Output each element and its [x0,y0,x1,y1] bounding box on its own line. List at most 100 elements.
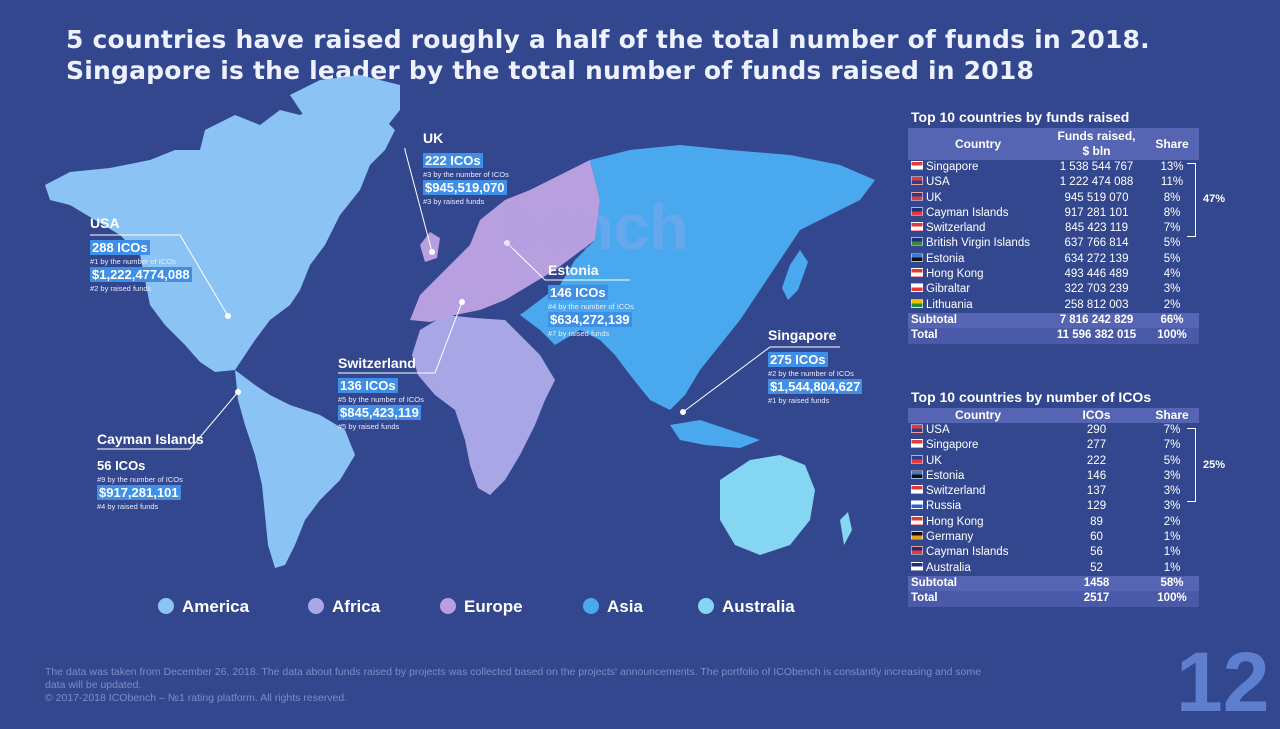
usa-line [90,234,229,317]
table-row: Russia 129 3% [908,499,1199,514]
table-row: Cayman Islands 917 281 101 8% [908,206,1199,221]
callout-singapore-funds: $1,544,804,627 [768,379,863,394]
country-cell: UK [908,191,1048,206]
singapore-marker [680,409,686,415]
country-name: UK [926,191,942,204]
value-cell: 1 222 474 088 [1059,176,1134,189]
subtotal-row: Subtotal 7 816 242 829 66% [908,312,1199,329]
title-line-1: 5 countries have raised roughly a half o… [66,25,1150,54]
estonia-line [506,242,630,281]
country-name: Russia [926,500,962,513]
share-cell: 1% [1163,546,1181,559]
total-row: Total 11 596 382 015 100% [908,328,1199,344]
share-cell: 5% [1163,252,1181,265]
funds-table: Country Funds raised, $ bln Share Singapo… [908,128,1199,344]
value-cell: 56 [1090,546,1103,559]
share-cell: 7% [1163,439,1181,452]
table-row: Hong Kong 89 2% [908,515,1199,530]
region-asia [520,145,875,410]
table-row: Cayman Islands 56 1% [908,545,1199,560]
country-cell: Singapore [908,160,1048,175]
callout-singapore-icos-rank: #2 by the number of ICOs [768,369,854,378]
flag-icon [911,283,923,293]
total-share: 100% [1145,328,1199,344]
funds-table-title: Top 10 countries by funds raised [911,109,1130,125]
flag-icon [911,237,923,247]
funds-col-value-l2: $ bln [1082,144,1111,158]
table-row: Singapore 277 7% [908,438,1199,453]
callout-cayman-funds: $917,281,101 [97,485,181,500]
flag-icon [911,252,923,262]
funds-col-value-l1: Funds raised, [1057,129,1136,143]
flag-icon [911,424,923,433]
share-cell: 1% [1163,561,1181,574]
flag-icon [911,222,923,232]
table-row: Estonia 634 272 139 5% [908,252,1199,267]
legend-item-america: America [158,597,249,617]
value-cell: 1 538 544 767 [1059,161,1134,173]
legend-america-swatch [158,598,174,614]
table-row: Switzerland 845 423 119 7% [908,221,1199,236]
table-row: Singapore 1 538 544 767 13% [908,160,1199,175]
region-new-zealand [840,512,852,545]
table-row: Lithuania 258 812 003 2% [908,298,1199,313]
flag-icon [911,561,923,571]
callout-cayman-icos: 56 ICOs [97,458,146,473]
callout-switzerland-name: Switzerland [338,355,416,371]
share-cell: 2% [1163,298,1181,311]
country-name: Lithuania [926,298,973,311]
share-cell: 8% [1163,206,1181,219]
table-row: Germany 60 1% [908,530,1199,545]
callout-switzerland-funds-rank: #5 by raised funds [338,422,400,431]
total-label: Total [908,328,1048,344]
cayman-line [97,391,239,450]
value-cell: 222 [1086,454,1107,467]
table-row: Australia 52 1% [908,561,1199,576]
country-name: Germany [926,531,974,544]
legend-africa-swatch [308,598,324,614]
icos-bracket [1187,428,1196,502]
legend-australia-label: Australia [722,597,795,616]
total-share: 100% [1145,591,1199,607]
country-cell: Hong Kong [908,267,1048,282]
callout-usa-icos-rank: #1 by the number of ICOs [90,257,176,266]
country-cell: USA [908,423,1048,438]
subtotal-row: Subtotal 1458 58% [908,575,1199,592]
share-cell: 11% [1160,176,1184,189]
estonia-marker [504,240,510,246]
uk-marker [429,249,435,255]
flag-icon [911,191,923,201]
value-cell: 52 [1090,561,1103,574]
callout-usa: USA 288 ICOs #1 by the number of ICOs $1… [90,215,192,293]
page-title: 5 countries have raised roughly a half o… [66,24,1166,86]
region-australia [720,455,815,555]
legend-asia-label: Asia [607,597,643,616]
region-indonesia [670,420,760,448]
legend-item-asia: Asia [583,597,643,617]
legend-europe-label: Europe [464,597,523,616]
callout-usa-icos: 288 ICOs [90,240,150,255]
callout-switzerland-funds: $845,423,119 [338,405,421,420]
table-row: UK 222 5% [908,454,1199,469]
value-cell: 258 812 003 [1064,298,1129,311]
icos-table-title: Top 10 countries by number of ICOs [911,389,1152,405]
callout-uk: UK 222 ICOs #3 by the number of ICOs $94… [423,130,509,206]
icos-col-value: ICOs [1048,408,1145,423]
switzerland-marker [459,299,465,305]
share-cell: 3% [1163,500,1181,513]
share-cell: 3% [1163,283,1181,296]
footer: The data was taken from December 26, 201… [45,666,1165,705]
value-cell: 637 766 814 [1064,237,1129,250]
country-cell: Hong Kong [908,515,1048,530]
country-cell: UK [908,454,1048,469]
legend-asia-swatch [583,598,599,614]
region-south-america [235,370,355,568]
callout-estonia-funds-rank: #7 by raised funds [548,329,610,338]
callout-estonia-name: Estonia [548,262,599,278]
value-cell: 917 281 101 [1064,206,1129,219]
icos-col-share: Share [1145,408,1199,423]
callout-estonia-icos-rank: #4 by the number of ICOs [548,302,634,311]
callout-cayman: Cayman Islands 56 ICOs #9 by the number … [97,431,204,511]
callout-uk-icos-rank: #3 by the number of ICOs [423,170,509,179]
callout-dots [225,240,686,415]
